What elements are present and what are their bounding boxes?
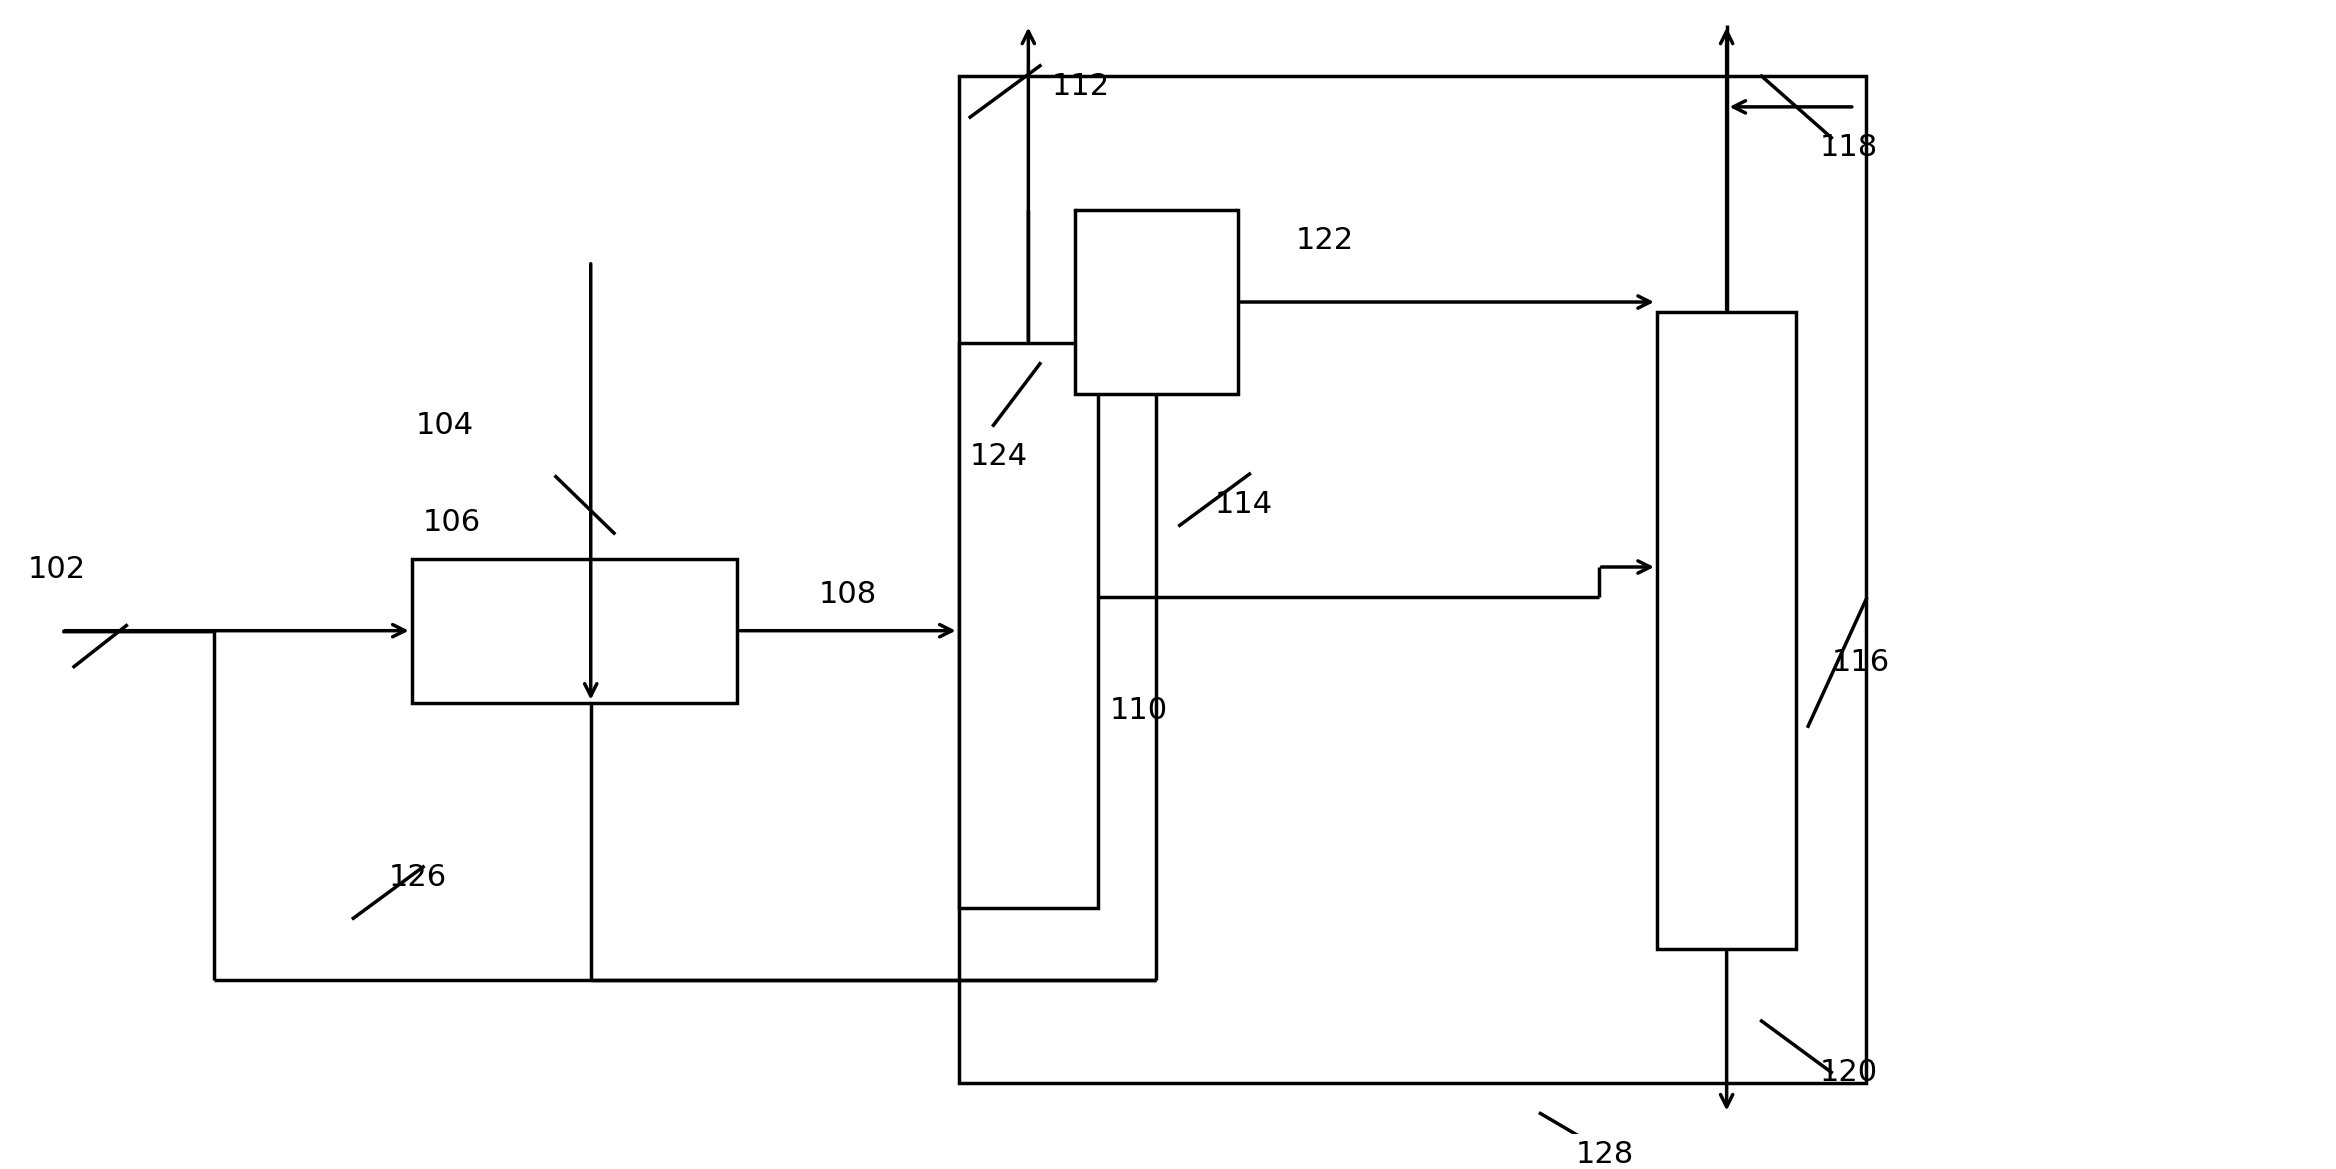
Text: 122: 122 [1296, 226, 1355, 255]
Text: 120: 120 [1820, 1058, 1878, 1087]
Text: 104: 104 [416, 410, 474, 440]
Bar [1656, 312, 1796, 949]
Text: 124: 124 [969, 442, 1028, 471]
Text: 110: 110 [1110, 696, 1168, 725]
Text: 114: 114 [1215, 490, 1273, 519]
Text: 126: 126 [388, 863, 446, 892]
Text: 116: 116 [1831, 648, 1890, 677]
Bar [958, 344, 1098, 908]
Text: 106: 106 [423, 509, 481, 538]
Text: 128: 128 [1574, 1140, 1633, 1169]
Text: 108: 108 [820, 580, 876, 609]
Text: 102: 102 [28, 554, 86, 583]
Text: 118: 118 [1820, 133, 1878, 162]
Bar [958, 76, 1866, 1082]
Text: 112: 112 [1051, 71, 1110, 101]
Bar [1075, 209, 1238, 394]
Bar [411, 559, 738, 703]
